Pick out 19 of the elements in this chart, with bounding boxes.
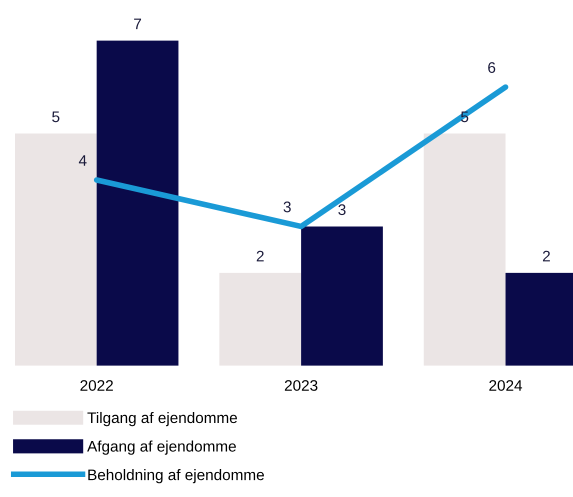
- x-tick-label: 2023: [284, 380, 318, 391]
- x-tick-label: 2024: [489, 380, 522, 391]
- bar: [14, 134, 97, 366]
- legend-label: Beholdning af ejendomme: [88, 469, 264, 484]
- bar: [96, 40, 178, 366]
- data-label: 2: [256, 250, 264, 262]
- data-label: 7: [134, 18, 142, 30]
- bar: [301, 226, 383, 366]
- data-label: 5: [52, 112, 60, 122]
- legend-label: Afgang af ejendomme: [87, 440, 236, 455]
- data-label: 2: [542, 250, 550, 262]
- legend-label: Tilgang af ejendomme: [87, 412, 237, 426]
- data-label: 3: [338, 204, 346, 216]
- x-tick-label: 2022: [80, 380, 113, 391]
- data-label: 3: [284, 201, 291, 212]
- bar: [219, 272, 302, 366]
- bar: [424, 134, 506, 366]
- data-label: 4: [78, 155, 87, 166]
- data-label: 6: [488, 62, 496, 73]
